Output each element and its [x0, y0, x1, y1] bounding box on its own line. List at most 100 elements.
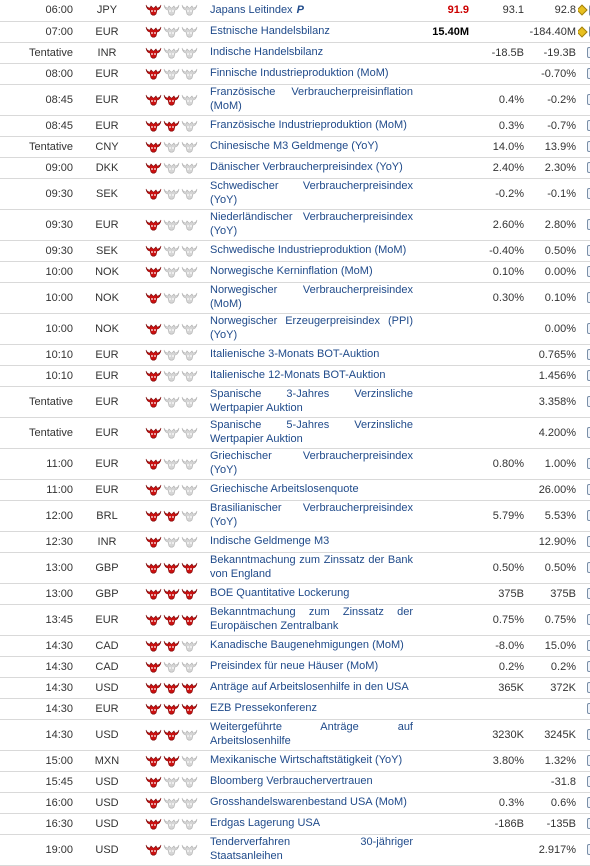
- event-label[interactable]: Bekanntmachung zum Zinssatz der Bank von…: [210, 554, 413, 580]
- event-name-cell[interactable]: Tenderverfahren 30-jähriger Staatsanleih…: [207, 834, 416, 866]
- event-name[interactable]: Italienische 3-Monats BOT-Auktion: [207, 348, 416, 362]
- expand-plus-icon[interactable]: [587, 640, 590, 652]
- expand-plus-icon[interactable]: [587, 94, 590, 106]
- alert-diamond-icon[interactable]: [578, 4, 588, 17]
- event-label[interactable]: Mexikanische Wirtschaftstätigkeit (YoY): [210, 753, 403, 766]
- event-label[interactable]: Bekanntmachung zum Zinssatz der Europäis…: [210, 606, 413, 632]
- event-label[interactable]: Finnische Industrieproduktion (MoM): [210, 66, 389, 79]
- event-label[interactable]: Indische Handelsbilanz: [210, 45, 324, 58]
- event-name-cell[interactable]: Italienische 12-Monats BOT-Auktion: [207, 365, 416, 387]
- expand-plus-icon[interactable]: [587, 484, 590, 496]
- event-label[interactable]: Brasilianischer Verbraucherpreisindex (Y…: [210, 502, 413, 528]
- event-name[interactable]: Französische Industrieproduktion (MoM): [207, 119, 416, 133]
- event-label[interactable]: Weitergeführte Anträge auf Arbeitslosenh…: [210, 721, 413, 747]
- event-name-cell[interactable]: Norwegischer Erzeugerpreisindex (PPI) (Y…: [207, 313, 416, 345]
- event-name-cell[interactable]: Bekanntmachung zum Zinssatz der Bank von…: [207, 552, 416, 584]
- expand-plus-icon[interactable]: [587, 536, 590, 548]
- event-name-cell[interactable]: EZB Pressekonferenz: [207, 698, 416, 720]
- event-label[interactable]: Indische Geldmenge M3: [210, 534, 330, 547]
- event-label[interactable]: Norwegische Kerninflation (MoM): [210, 264, 373, 277]
- expand-plus-icon[interactable]: [587, 682, 590, 694]
- event-label[interactable]: Chinesische M3 Geldmenge (YoY): [210, 139, 379, 152]
- event-name-cell[interactable]: Schwedischer Verbraucherpreisindex (YoY): [207, 178, 416, 210]
- event-name-cell[interactable]: Kanadische Baugenehmigungen (MoM): [207, 635, 416, 657]
- expand-plus-icon[interactable]: [587, 219, 590, 231]
- event-name-cell[interactable]: Dänischer Verbraucherpreisindex (YoY): [207, 157, 416, 179]
- event-name[interactable]: Tenderverfahren 30-jähriger Staatsanleih…: [207, 836, 416, 863]
- event-name-cell[interactable]: Französische Verbraucherpreisinflation (…: [207, 84, 416, 116]
- event-name[interactable]: Grosshandelswarenbestand USA (MoM): [207, 796, 416, 810]
- expand-plus-icon[interactable]: [587, 292, 590, 304]
- expand-plus-icon[interactable]: [587, 120, 590, 132]
- event-name[interactable]: Griechische Arbeitslosenquote: [207, 483, 416, 497]
- alert-diamond-icon[interactable]: [578, 25, 588, 38]
- event-label[interactable]: Spanische 3-Jahres Verzinsliche Wertpapi…: [210, 388, 413, 414]
- event-name[interactable]: Erdgas Lagerung USA: [207, 817, 416, 831]
- expand-plus-icon[interactable]: [587, 703, 590, 715]
- event-name[interactable]: Estnische Handelsbilanz: [207, 25, 416, 39]
- event-name[interactable]: BOE Quantitative Lockerung: [207, 587, 416, 601]
- event-name-cell[interactable]: Brasilianischer Verbraucherpreisindex (Y…: [207, 500, 416, 532]
- event-label[interactable]: Kanadische Baugenehmigungen (MoM): [210, 638, 404, 651]
- expand-plus-icon[interactable]: [587, 776, 590, 788]
- event-name[interactable]: Weitergeführte Anträge auf Arbeitslosenh…: [207, 721, 416, 748]
- event-name[interactable]: Indische Handelsbilanz: [207, 46, 416, 60]
- expand-plus-icon[interactable]: [587, 370, 590, 382]
- expand-plus-icon[interactable]: [587, 755, 590, 767]
- event-name-cell[interactable]: Mexikanische Wirtschaftstätigkeit (YoY): [207, 750, 416, 772]
- expand-plus-icon[interactable]: [587, 323, 590, 335]
- event-name[interactable]: Bloomberg Verbrauchervertrauen: [207, 775, 416, 789]
- expand-plus-icon[interactable]: [587, 729, 590, 741]
- event-name-cell[interactable]: Bloomberg Verbrauchervertrauen: [207, 771, 416, 793]
- expand-plus-icon[interactable]: [587, 396, 590, 408]
- event-label[interactable]: Niederländischer Verbraucherpreisindex (…: [210, 211, 413, 237]
- event-name[interactable]: Dänischer Verbraucherpreisindex (YoY): [207, 161, 416, 175]
- event-name-cell[interactable]: Bekanntmachung zum Zinssatz der Europäis…: [207, 604, 416, 636]
- event-name[interactable]: EZB Pressekonferenz: [207, 702, 416, 716]
- event-name[interactable]: Chinesische M3 Geldmenge (YoY): [207, 140, 416, 154]
- expand-plus-icon[interactable]: [587, 458, 590, 470]
- event-name[interactable]: Brasilianischer Verbraucherpreisindex (Y…: [207, 502, 416, 529]
- expand-plus-icon[interactable]: [587, 349, 590, 361]
- event-name-cell[interactable]: Niederländischer Verbraucherpreisindex (…: [207, 209, 416, 241]
- event-name[interactable]: Anträge auf Arbeitslosenhilfe in den USA: [207, 681, 416, 695]
- event-name[interactable]: Bekanntmachung zum Zinssatz der Bank von…: [207, 554, 416, 581]
- event-name[interactable]: Preisindex für neue Häuser (MoM): [207, 660, 416, 674]
- event-name-cell[interactable]: Griechische Arbeitslosenquote: [207, 479, 416, 501]
- expand-plus-icon[interactable]: [587, 661, 590, 673]
- event-name[interactable]: Schwedische Industrieproduktion (MoM): [207, 244, 416, 258]
- event-label[interactable]: Französische Verbraucherpreisinflation (…: [210, 86, 413, 112]
- event-label[interactable]: Erdgas Lagerung USA: [210, 816, 321, 829]
- event-label[interactable]: Griechischer Verbraucherpreisindex (YoY): [210, 450, 413, 476]
- event-name[interactable]: Indische Geldmenge M3: [207, 535, 416, 549]
- event-name-cell[interactable]: BOE Quantitative Lockerung: [207, 583, 416, 605]
- event-name[interactable]: Bekanntmachung zum Zinssatz der Europäis…: [207, 606, 416, 633]
- event-name[interactable]: Schwedischer Verbraucherpreisindex (YoY): [207, 180, 416, 207]
- event-name[interactable]: Italienische 12-Monats BOT-Auktion: [207, 369, 416, 383]
- event-label[interactable]: Anträge auf Arbeitslosenhilfe in den USA: [210, 680, 409, 693]
- event-name-cell[interactable]: Spanische 5-Jahres Verzinsliche Wertpapi…: [207, 417, 416, 449]
- event-label[interactable]: Griechische Arbeitslosenquote: [210, 482, 359, 495]
- expand-plus-icon[interactable]: [587, 188, 590, 200]
- event-name-cell[interactable]: Indische Handelsbilanz: [207, 42, 416, 64]
- event-name[interactable]: Mexikanische Wirtschaftstätigkeit (YoY): [207, 754, 416, 768]
- event-label[interactable]: Preisindex für neue Häuser (MoM): [210, 659, 379, 672]
- expand-plus-icon[interactable]: [587, 588, 590, 600]
- event-name-cell[interactable]: Indische Geldmenge M3: [207, 531, 416, 553]
- event-label[interactable]: Estnische Handelsbilanz: [210, 24, 330, 37]
- event-name-cell[interactable]: Anträge auf Arbeitslosenhilfe in den USA: [207, 677, 416, 699]
- event-label[interactable]: Japans Leitindex: [210, 3, 293, 16]
- event-label[interactable]: Norwegischer Verbraucherpreisindex (MoM): [210, 284, 413, 310]
- event-name[interactable]: Spanische 5-Jahres Verzinsliche Wertpapi…: [207, 419, 416, 446]
- event-label[interactable]: Italienische 3-Monats BOT-Auktion: [210, 347, 380, 360]
- event-label[interactable]: Norwegischer Erzeugerpreisindex (PPI) (Y…: [210, 315, 413, 341]
- event-label[interactable]: Tenderverfahren 30-jähriger Staatsanleih…: [210, 836, 413, 862]
- event-name-cell[interactable]: Griechischer Verbraucherpreisindex (YoY): [207, 448, 416, 480]
- event-label[interactable]: Bloomberg Verbrauchervertrauen: [210, 774, 373, 787]
- event-name-cell[interactable]: Chinesische M3 Geldmenge (YoY): [207, 136, 416, 158]
- event-name-cell[interactable]: Finnische Industrieproduktion (MoM): [207, 63, 416, 85]
- event-label[interactable]: BOE Quantitative Lockerung: [210, 586, 350, 599]
- event-label[interactable]: Dänischer Verbraucherpreisindex (YoY): [210, 160, 403, 173]
- event-name[interactable]: Japans Leitindex P: [207, 4, 416, 18]
- expand-plus-icon[interactable]: [587, 141, 590, 153]
